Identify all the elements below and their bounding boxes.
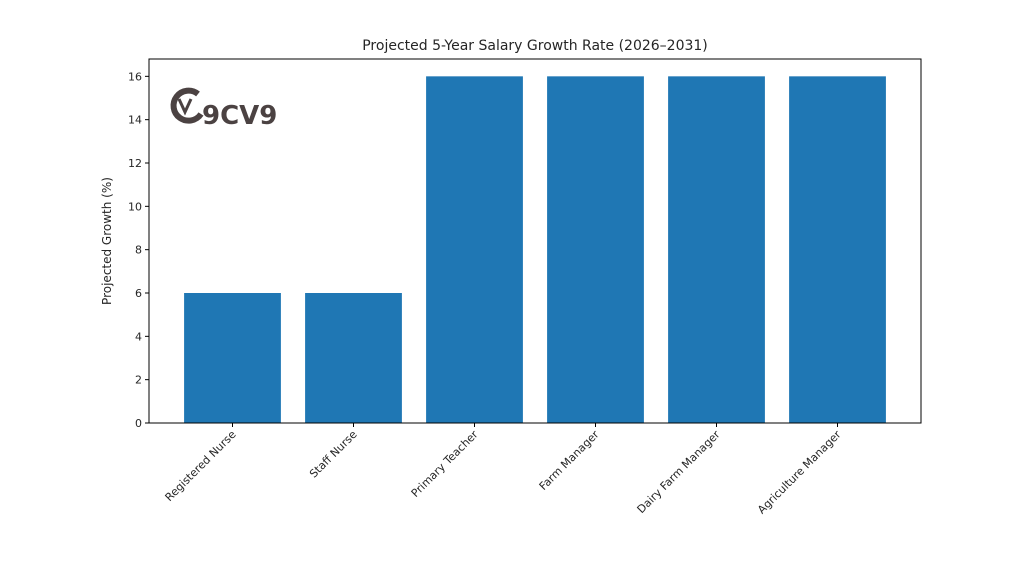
x-tick-label: Agriculture Manager [755,428,844,517]
x-tick-label: Dairy Farm Manager [635,428,723,516]
x-tick-label: Primary Teacher [409,428,481,500]
bar [547,76,644,423]
x-tick-label: Farm Manager [537,428,602,493]
logo-v-icon [177,98,193,116]
x-tick-label: Staff Nurse [307,428,360,481]
y-tick-label: 8 [135,244,142,257]
bar [305,293,402,423]
x-tick-label: Registered Nurse [163,428,239,504]
y-tick-label: 6 [135,287,142,300]
y-tick-label: 16 [128,70,142,83]
y-axis-label: Projected Growth (%) [100,177,114,305]
y-tick-label: 12 [128,157,142,170]
y-tick-label: 10 [128,200,142,213]
logo-text: 9CV9 [202,101,277,131]
bar [668,76,765,423]
plot-frame [148,58,922,424]
logo-ring-icon [170,87,204,124]
bar [426,76,523,423]
y-tick-label: 4 [135,330,142,343]
chart-title: Projected 5-Year Salary Growth Rate (202… [362,38,708,54]
y-tick-label: 14 [128,114,142,127]
y-tick-label: 0 [135,417,142,430]
logo: 9CV9 [170,87,277,131]
y-tick-label: 2 [135,374,142,387]
bar [789,76,886,423]
bar [184,293,281,423]
